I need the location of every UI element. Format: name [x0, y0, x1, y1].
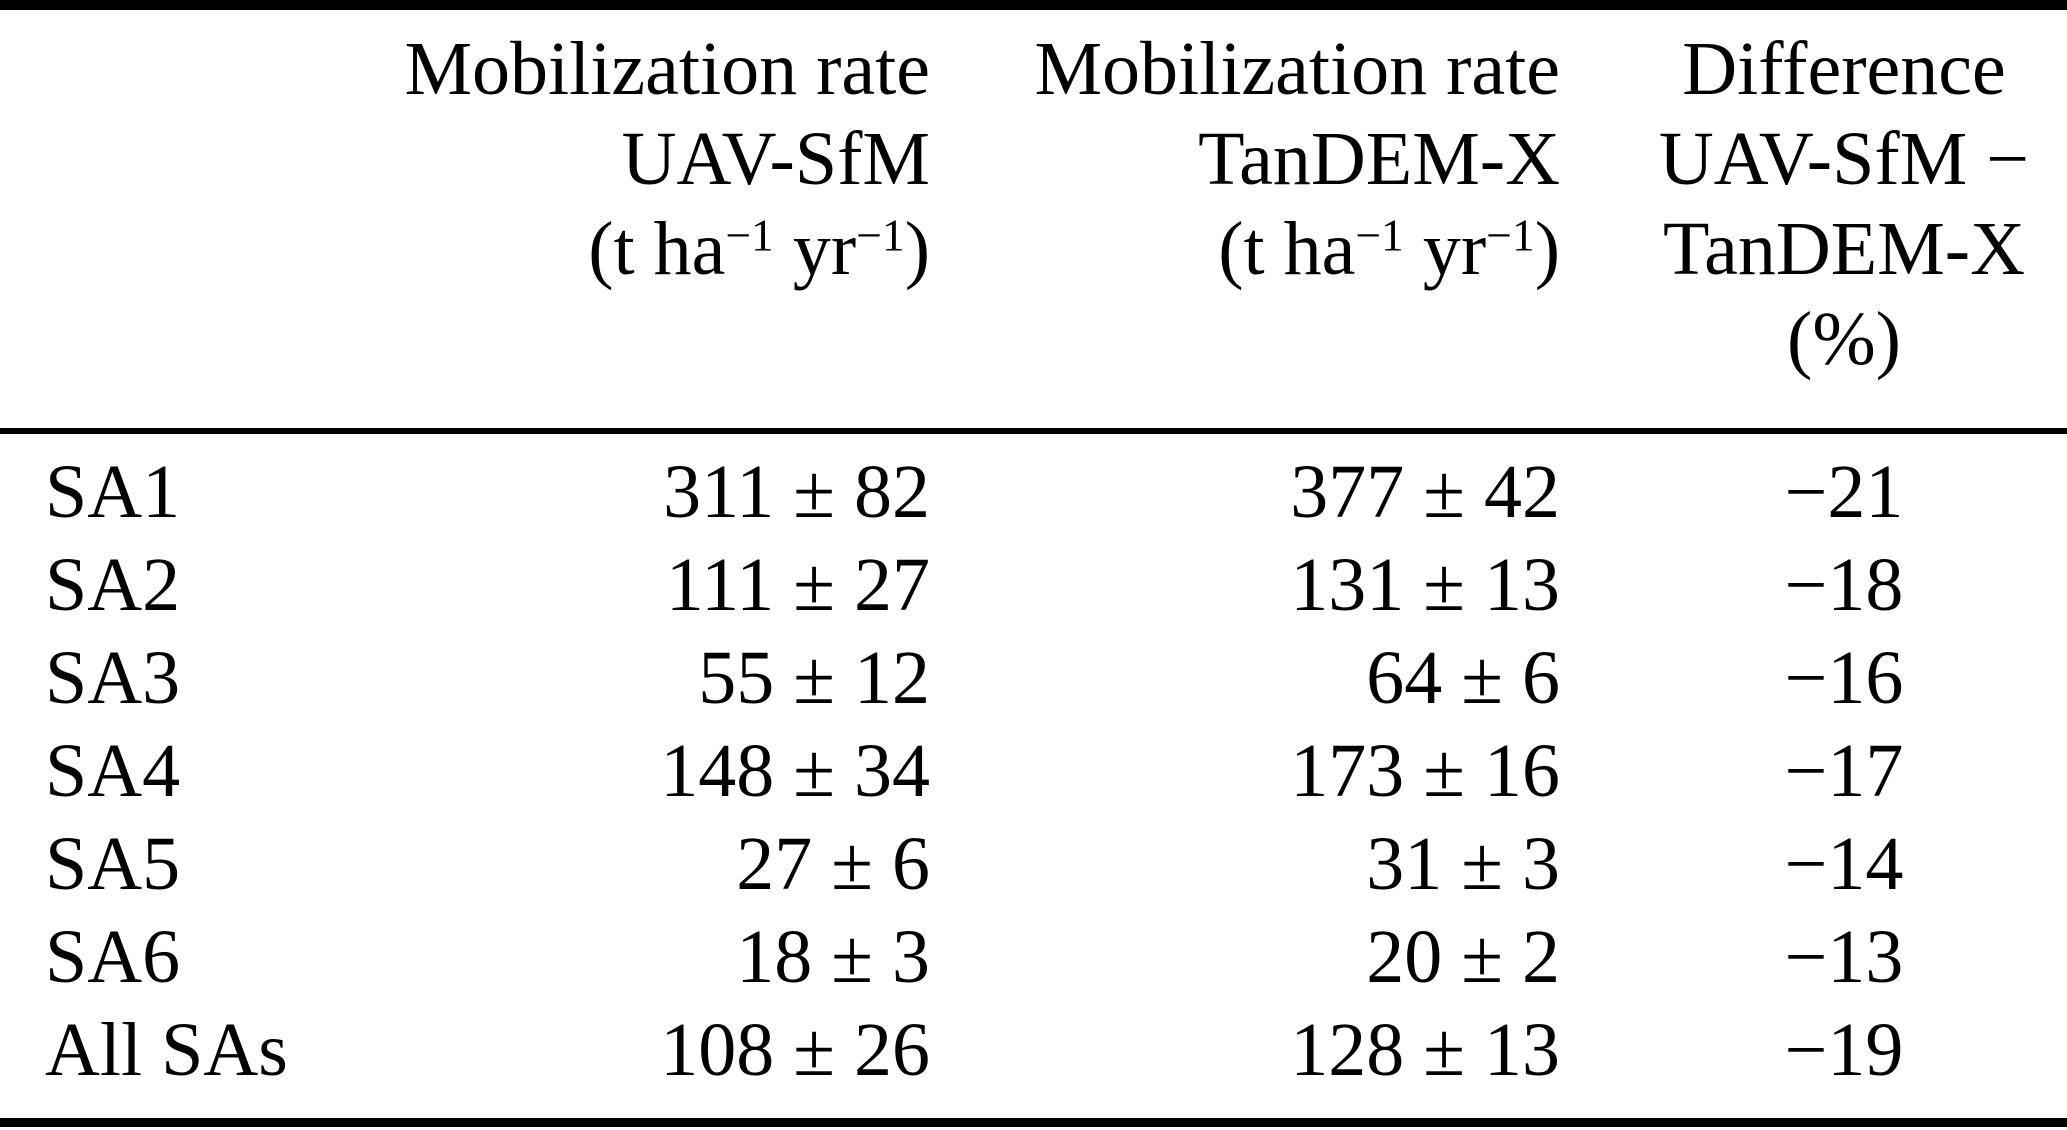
- row-label: SA6: [45, 915, 181, 999]
- tandem-rate-value: 20 ± 2: [1366, 915, 1560, 999]
- tandem-rate-value: 64 ± 6: [1366, 636, 1560, 720]
- uav-rate-value: 108 ± 26: [660, 1008, 930, 1092]
- header-tandem-rate: Mobilization rate TanDEM-X (t ha−1 yr−1): [930, 24, 1560, 428]
- header-area-empty: [0, 24, 400, 428]
- difference-value: −19: [1784, 1008, 1904, 1092]
- unit-mid: yr: [1403, 207, 1487, 291]
- header-uav-line2: UAV-SfM: [621, 117, 930, 201]
- header-diff-line4: (%): [1787, 297, 1901, 381]
- difference-value: −17: [1784, 729, 1904, 813]
- header-diff-line2: UAV-SfM −: [1658, 117, 2030, 201]
- bottom-spacer: [0, 1097, 2067, 1118]
- header-difference: Difference UAV-SfM − TanDEM-X (%): [1560, 24, 2067, 428]
- unit-close: ): [1534, 207, 1560, 291]
- difference-value: −21: [1784, 450, 1904, 534]
- header-tandem-line2: TanDEM-X: [1198, 117, 1560, 201]
- tandem-rate-value: 173 ± 16: [1290, 729, 1560, 813]
- tandem-rate-value: 377 ± 42: [1290, 450, 1560, 534]
- table-row: SA1 311 ± 82 377 ± 42 −21: [0, 446, 2067, 539]
- tandem-rate-value: 31 ± 3: [1366, 822, 1560, 906]
- header-tandem-line1: Mobilization rate: [1034, 27, 1560, 111]
- table-header-row: Mobilization rate UAV-SfM (t ha−1 yr−1) …: [0, 10, 2067, 428]
- header-diff-line1: Difference: [1682, 27, 2006, 111]
- header-uav-rate: Mobilization rate UAV-SfM (t ha−1 yr−1): [400, 24, 930, 428]
- table-row: All SAs 108 ± 26 128 ± 13 −19: [0, 1004, 2067, 1097]
- uav-rate-value: 55 ± 12: [698, 636, 930, 720]
- row-label: All SAs: [45, 1008, 288, 1092]
- difference-value: −14: [1784, 822, 1904, 906]
- table-mid-rule: [0, 428, 2067, 434]
- table-row: SA5 27 ± 6 31 ± 3 −14: [0, 818, 2067, 911]
- difference-value: −16: [1784, 636, 1904, 720]
- unit-open: (t ha: [588, 207, 726, 291]
- unit-open: (t ha: [1218, 207, 1356, 291]
- uav-rate-value: 111 ± 27: [665, 543, 930, 627]
- table-row: SA6 18 ± 3 20 ± 2 −13: [0, 911, 2067, 1004]
- header-diff-line3: TanDEM-X: [1663, 207, 2025, 291]
- table-bottom-rule: [0, 1118, 2067, 1127]
- table-row: SA3 55 ± 12 64 ± 6 −16: [0, 632, 2067, 725]
- uav-rate-value: 311 ± 82: [663, 450, 930, 534]
- header-uav-unit: (t ha−1 yr−1): [400, 204, 930, 294]
- tandem-rate-value: 128 ± 13: [1290, 1008, 1560, 1092]
- header-uav-line1: Mobilization rate: [404, 27, 930, 111]
- table-body: SA1 311 ± 82 377 ± 42 −21 SA2 111 ± 27 1…: [0, 434, 2067, 1097]
- unit-close: ): [904, 207, 930, 291]
- unit-superscript: −1: [856, 209, 905, 261]
- difference-value: −13: [1784, 915, 1904, 999]
- row-label: SA2: [45, 543, 181, 627]
- difference-value: −18: [1784, 543, 1904, 627]
- tandem-rate-value: 131 ± 13: [1290, 543, 1560, 627]
- header-tandem-unit: (t ha−1 yr−1): [930, 204, 1560, 294]
- row-label: SA1: [45, 450, 181, 534]
- uav-rate-value: 148 ± 34: [660, 729, 930, 813]
- uav-rate-value: 18 ± 3: [736, 915, 930, 999]
- unit-superscript: −1: [725, 209, 774, 261]
- table-top-rule: [0, 0, 2067, 10]
- unit-superscript: −1: [1355, 209, 1404, 261]
- table-row: SA2 111 ± 27 131 ± 13 −18: [0, 539, 2067, 632]
- uav-rate-value: 27 ± 6: [736, 822, 930, 906]
- table-row: SA4 148 ± 34 173 ± 16 −17: [0, 725, 2067, 818]
- row-label: SA5: [45, 822, 181, 906]
- unit-superscript: −1: [1486, 209, 1535, 261]
- row-label: SA4: [45, 729, 181, 813]
- unit-mid: yr: [773, 207, 857, 291]
- row-label: SA3: [45, 636, 181, 720]
